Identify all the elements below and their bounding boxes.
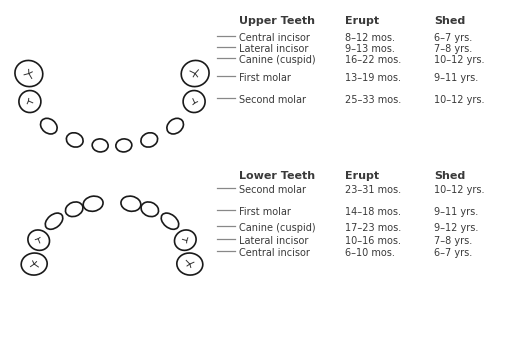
Ellipse shape [177, 253, 203, 275]
Text: 8–12 mos.: 8–12 mos. [345, 33, 394, 43]
Ellipse shape [21, 253, 47, 275]
Ellipse shape [141, 133, 158, 147]
Text: First molar: First molar [239, 73, 291, 83]
Ellipse shape [66, 133, 83, 147]
Ellipse shape [121, 196, 141, 211]
Ellipse shape [19, 90, 41, 112]
Text: 9–13 mos.: 9–13 mos. [345, 44, 394, 54]
Text: 10–16 mos.: 10–16 mos. [345, 236, 400, 246]
Ellipse shape [45, 213, 63, 229]
Text: 14–18 mos.: 14–18 mos. [345, 207, 400, 217]
Text: Shed: Shed [434, 171, 465, 181]
Ellipse shape [183, 90, 205, 112]
Text: 17–23 mos.: 17–23 mos. [345, 223, 401, 234]
Text: 10–12 yrs.: 10–12 yrs. [434, 95, 484, 105]
Text: Lower Teeth: Lower Teeth [239, 171, 316, 181]
Ellipse shape [181, 61, 209, 87]
Text: Upper Teeth: Upper Teeth [239, 16, 315, 26]
Text: 9–12 yrs.: 9–12 yrs. [434, 223, 478, 234]
Text: Lateral incisor: Lateral incisor [239, 44, 309, 54]
Ellipse shape [15, 61, 43, 87]
Ellipse shape [65, 202, 83, 216]
Ellipse shape [141, 202, 158, 216]
Ellipse shape [175, 230, 196, 250]
Text: 9–11 yrs.: 9–11 yrs. [434, 207, 478, 217]
Text: 6–7 yrs.: 6–7 yrs. [434, 33, 472, 43]
Ellipse shape [161, 213, 179, 229]
Text: 16–22 mos.: 16–22 mos. [345, 55, 401, 65]
Text: 9–11 yrs.: 9–11 yrs. [434, 73, 478, 83]
Ellipse shape [83, 196, 103, 211]
Text: 10–12 yrs.: 10–12 yrs. [434, 185, 484, 195]
Text: 13–19 mos.: 13–19 mos. [345, 73, 400, 83]
Text: Lateral incisor: Lateral incisor [239, 236, 309, 246]
Ellipse shape [92, 139, 108, 152]
Text: Canine (cuspid): Canine (cuspid) [239, 55, 316, 65]
Text: First molar: First molar [239, 207, 291, 217]
Text: Central incisor: Central incisor [239, 33, 310, 43]
Text: Canine (cuspid): Canine (cuspid) [239, 223, 316, 234]
Ellipse shape [28, 230, 49, 250]
Text: Erupt: Erupt [345, 171, 379, 181]
Text: Shed: Shed [434, 16, 465, 26]
Text: 25–33 mos.: 25–33 mos. [345, 95, 401, 105]
Ellipse shape [116, 139, 132, 152]
Text: Second molar: Second molar [239, 95, 306, 105]
Ellipse shape [41, 118, 57, 134]
Text: 6–7 yrs.: 6–7 yrs. [434, 248, 472, 258]
Text: Erupt: Erupt [345, 16, 379, 26]
Text: 23–31 mos.: 23–31 mos. [345, 185, 401, 195]
Ellipse shape [167, 118, 184, 134]
Text: 10–12 yrs.: 10–12 yrs. [434, 55, 484, 65]
Text: 7–8 yrs.: 7–8 yrs. [434, 44, 472, 54]
Text: 7–8 yrs.: 7–8 yrs. [434, 236, 472, 246]
Text: Central incisor: Central incisor [239, 248, 310, 258]
Text: Second molar: Second molar [239, 185, 306, 195]
Text: 6–10 mos.: 6–10 mos. [345, 248, 394, 258]
